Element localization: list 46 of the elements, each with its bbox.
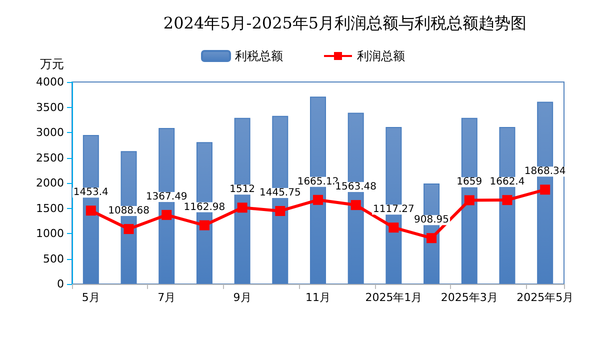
data-label: 1868.34: [524, 166, 566, 178]
data-label: 1512: [230, 184, 256, 196]
y-tick-label: 2500: [36, 151, 64, 164]
data-label: 1453.4: [73, 187, 108, 198]
data-label: 1563.48: [335, 182, 377, 193]
point: [502, 195, 512, 206]
y-axis-title: 万元: [40, 57, 64, 71]
y-tick-label: 3500: [36, 100, 64, 114]
data-label: 1088.68: [108, 206, 150, 217]
data-label: 1162.98: [184, 202, 226, 213]
y-tick-label: 1500: [36, 202, 64, 215]
y-tick-label: 1000: [36, 227, 64, 240]
data-label: 1662.4: [490, 176, 525, 188]
y-tick-label: 3000: [36, 126, 64, 139]
legend-label: 利润总额: [357, 49, 405, 63]
x-tick-label: 2025年5月: [516, 291, 574, 304]
chart-title: 2024年5月-2025年5月利润总额与利税总额趋势图: [163, 14, 527, 32]
point: [237, 202, 248, 213]
point: [350, 200, 361, 210]
data-label: 1659: [456, 176, 482, 188]
legend-label: 利税总额: [235, 49, 283, 63]
y-tick-label: 4000: [36, 76, 64, 88]
y-tick-label: 500: [43, 252, 64, 266]
x-tick-label: 2025年3月: [440, 291, 498, 304]
data-label: 1117.27: [373, 204, 414, 216]
point: [275, 206, 286, 216]
point: [86, 206, 96, 216]
y-tick-label: 0: [57, 278, 64, 290]
x-tick-label: 9月: [233, 291, 252, 304]
point: [388, 222, 399, 233]
point: [540, 184, 550, 195]
data-label: 1665.12: [297, 176, 339, 188]
y-tick-label: 2000: [36, 176, 64, 190]
x-tick-label: 7月: [158, 291, 176, 304]
data-label: 1367.49: [146, 191, 188, 202]
point: [162, 210, 172, 220]
point: [313, 194, 323, 205]
x-tick-label: 5月: [82, 291, 100, 304]
point: [464, 195, 474, 206]
point: [124, 224, 134, 234]
point: [426, 233, 437, 244]
data-label: 1445.75: [259, 187, 301, 198]
point: [199, 220, 210, 230]
x-tick-label: 11月: [306, 291, 330, 304]
data-label: 908.95: [414, 214, 450, 226]
x-tick-label: 2025年1月: [365, 291, 422, 304]
